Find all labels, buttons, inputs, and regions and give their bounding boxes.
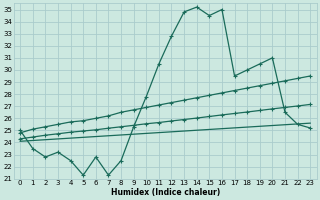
X-axis label: Humidex (Indice chaleur): Humidex (Indice chaleur) (111, 188, 220, 197)
